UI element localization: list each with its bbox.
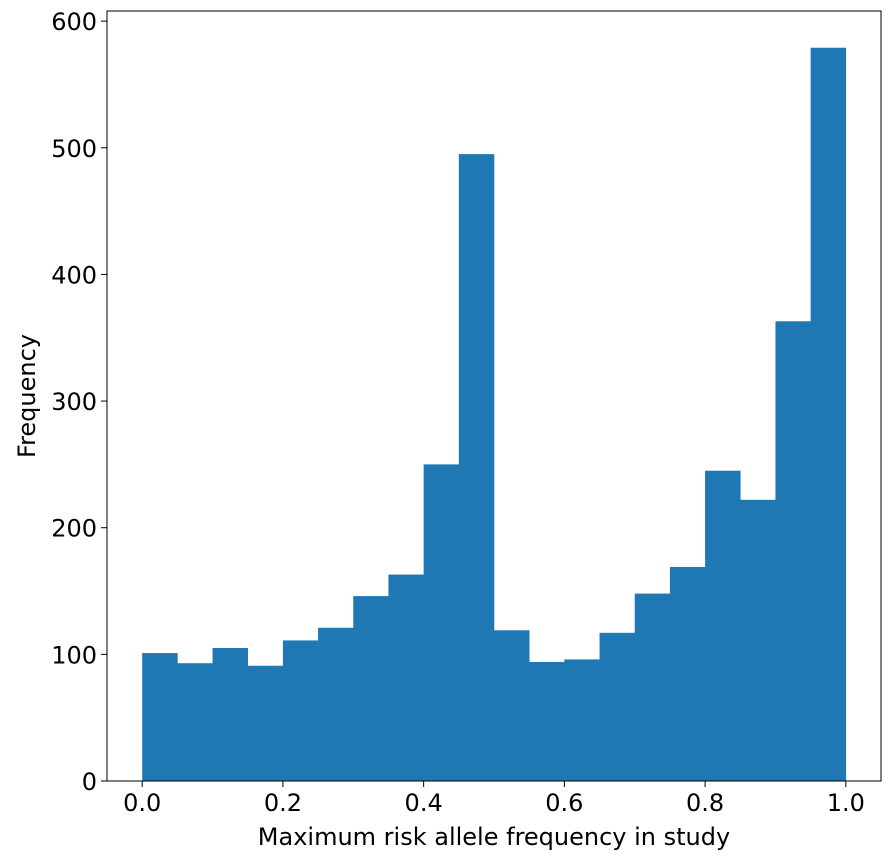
histogram-bar [705,470,741,781]
histogram-bar [353,596,389,781]
histogram-bar [599,632,636,781]
histogram-bar [634,593,671,781]
histogram-bar [388,574,424,781]
histogram-bar [458,154,495,782]
histogram-bar [177,663,213,781]
histogram-bar [740,499,776,781]
y-tick-label: 500 [51,135,97,163]
histogram-bar [775,321,811,781]
x-axis-ticks: 0.0 0.2 0.4 0.6 0.8 1.0 [123,781,865,817]
histogram-bar [282,640,319,781]
x-tick-label: 0.6 [545,789,583,817]
bars-group [142,47,847,782]
y-axis-label: Frequency [13,334,41,458]
plot-frame [106,10,882,782]
y-tick-label: 200 [51,515,97,543]
x-tick-label: 1.0 [827,789,865,817]
histogram-bar [142,653,178,781]
x-axis-label: Maximum risk allele frequency in study [258,823,730,851]
y-tick-label: 0 [82,768,97,796]
histogram-bar [494,630,530,781]
y-tick-label: 600 [51,8,97,36]
histogram-bar [247,665,284,781]
histogram-bar [318,627,354,781]
y-tick-label: 300 [51,388,97,416]
histogram-bar [564,659,600,781]
histogram-bar [810,47,847,781]
histogram-bar [423,464,460,781]
x-tick-label: 0.0 [123,789,161,817]
y-axis-ticks: 0 100 200 300 400 500 600 [51,8,107,796]
y-tick-label: 400 [51,261,97,289]
histogram-bar [529,661,565,781]
histogram-bar [669,566,706,781]
x-tick-label: 0.8 [686,789,724,817]
x-tick-label: 0.2 [264,789,302,817]
x-tick-label: 0.4 [405,789,443,817]
y-tick-label: 100 [51,641,97,669]
histogram-bar [212,648,249,781]
